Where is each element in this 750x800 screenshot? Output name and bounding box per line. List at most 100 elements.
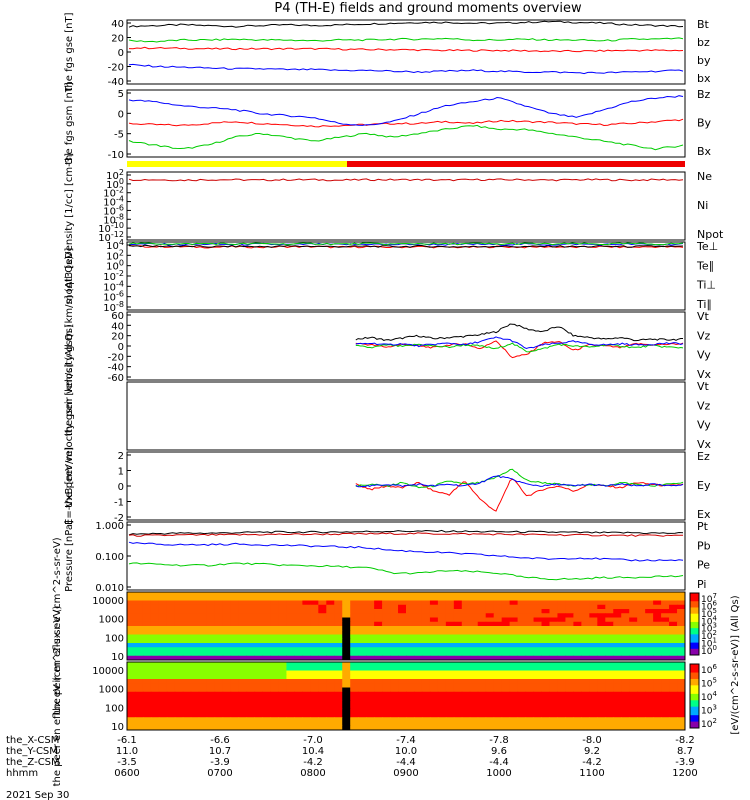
spectrogram-cell xyxy=(453,621,463,627)
spectrogram-cell xyxy=(461,683,471,688)
spectrogram-cell xyxy=(557,717,566,722)
spectrogram-cell xyxy=(517,700,527,705)
spectrogram-cell xyxy=(589,634,598,640)
spectrogram-cell xyxy=(286,713,295,718)
spectrogram-cell xyxy=(150,626,160,631)
spectrogram-cell xyxy=(509,662,519,667)
y-tick-label: 1 xyxy=(118,467,124,478)
spectrogram-cell xyxy=(222,651,232,657)
spectrogram-cell xyxy=(429,596,439,601)
spectrogram-cell xyxy=(517,683,527,688)
spectrogram-cell xyxy=(565,662,574,667)
spectrogram-cell xyxy=(127,666,136,671)
spectrogram-cell xyxy=(453,708,463,714)
spectrogram-cell xyxy=(134,704,144,710)
spectrogram-cell xyxy=(565,647,574,652)
spectrogram-cell xyxy=(621,674,630,680)
spectrogram-cell xyxy=(206,662,216,667)
spectrogram-cell xyxy=(318,696,327,701)
spectrogram-cell xyxy=(677,670,686,676)
spectrogram-cell xyxy=(334,643,343,648)
orbit-row-value: -3.5 xyxy=(117,757,137,768)
spectrogram-cell xyxy=(222,592,232,597)
spectrogram-cell xyxy=(334,666,343,671)
spectrogram-cell xyxy=(246,647,256,652)
spectrogram-cell xyxy=(677,613,686,618)
spectrogram-cell xyxy=(589,655,598,661)
spectrogram-cell xyxy=(501,708,511,714)
spectrogram-cell xyxy=(246,691,256,697)
spectrogram-cell xyxy=(374,696,383,701)
spectrogram-cell xyxy=(629,617,638,623)
spectrogram-cell xyxy=(182,704,192,710)
spectrogram-cell xyxy=(429,626,439,631)
colorbar-band xyxy=(690,723,699,727)
spectrogram-cell xyxy=(190,626,200,631)
spectrogram-cell xyxy=(597,626,606,631)
spectrogram-cell xyxy=(581,655,590,661)
spectrogram-cell xyxy=(653,638,662,644)
spectrogram-cell xyxy=(557,674,566,680)
spectrogram-cell xyxy=(382,617,391,623)
spectrogram-cell xyxy=(198,717,208,722)
spectrogram-cell xyxy=(302,670,311,676)
colorbar-band xyxy=(690,678,699,682)
spectrogram-cell xyxy=(621,621,630,627)
spectrogram-cell xyxy=(477,638,487,644)
spectrogram-cell xyxy=(214,604,224,610)
spectrogram-cell xyxy=(429,634,439,640)
spectrogram-cell xyxy=(230,604,240,610)
spectrogram-cell xyxy=(238,596,248,601)
spectrogram-cell xyxy=(477,696,487,701)
spectrogram-cell xyxy=(230,691,240,697)
spectrogram-cell xyxy=(318,626,327,631)
spectrogram-cell xyxy=(222,674,232,680)
spectrogram-cell xyxy=(453,617,463,623)
spectrogram-cell xyxy=(366,691,375,697)
spectrogram-cell xyxy=(262,647,271,652)
spectrogram-cell xyxy=(198,683,208,688)
y-tick-label: 0.010 xyxy=(95,583,124,594)
spectrogram-cell xyxy=(421,604,431,610)
spectrogram-cell xyxy=(413,708,423,714)
spectrogram-cell xyxy=(142,670,152,676)
spectrogram-cell xyxy=(246,592,256,597)
spectrogram-cell xyxy=(334,604,343,610)
spectrogram-cell xyxy=(413,674,423,680)
spectrogram-cell xyxy=(573,700,582,705)
spectrogram-cell xyxy=(421,666,431,671)
spectrogram-cell xyxy=(222,626,232,631)
spectrogram-cell xyxy=(541,651,550,657)
spectrogram-cell xyxy=(294,674,303,680)
spectrogram-cell xyxy=(286,708,295,714)
spectrogram-cell xyxy=(485,700,495,705)
spectrogram-cell xyxy=(254,613,264,618)
spectrogram-cell xyxy=(406,691,415,697)
spectrogram-cell xyxy=(557,655,566,661)
spectrogram-cell xyxy=(509,674,519,680)
spectrogram-cell xyxy=(166,708,176,714)
spectrogram-cell xyxy=(318,683,327,688)
spectrogram-cell xyxy=(302,700,311,705)
spectrogram-cell xyxy=(621,626,630,631)
spectrogram-cell xyxy=(326,613,335,618)
spectrogram-cell xyxy=(429,600,439,606)
spectrogram-cell xyxy=(565,666,574,671)
spectrogram-cell xyxy=(358,592,367,597)
spectrogram-cell xyxy=(637,679,646,684)
spectrogram-cell xyxy=(573,626,582,631)
spectrogram-cell xyxy=(326,708,335,714)
spectrogram-cell xyxy=(477,604,487,610)
spectrogram-cell xyxy=(613,604,622,610)
spectrogram-cell xyxy=(613,621,622,627)
spectrogram-cell xyxy=(326,609,335,614)
spectrogram-cell xyxy=(246,704,256,710)
spectrogram-cell xyxy=(190,687,200,693)
spectrogram-cell xyxy=(127,696,136,701)
spectrogram-cell xyxy=(421,708,431,714)
spectrogram-cell xyxy=(677,592,686,597)
colorbar-band xyxy=(690,605,699,608)
spectrogram-cell xyxy=(533,604,543,610)
spectrogram-cell xyxy=(413,613,423,618)
spectrogram-cell xyxy=(573,613,582,618)
